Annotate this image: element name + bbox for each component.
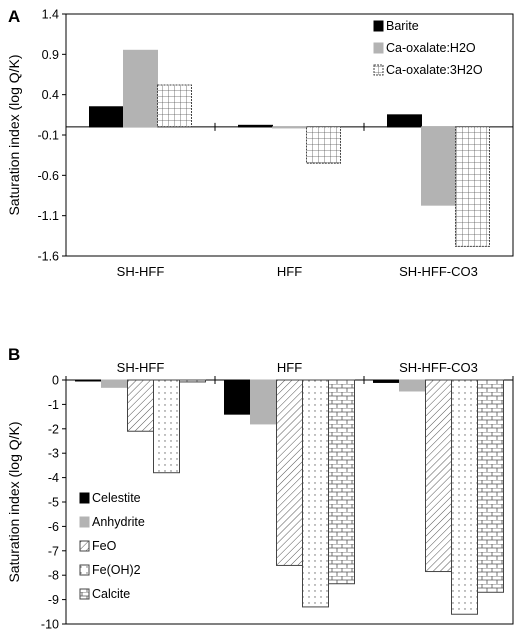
y-tick-label: -3	[48, 447, 59, 461]
bar	[328, 379, 355, 585]
legend: Barite Ca-oxalate:H2O Ca-oxalate:3H2O	[373, 19, 483, 77]
y-tick-label: 0	[52, 374, 59, 388]
legend-label: Anhydrite	[92, 515, 145, 529]
legend: Celestite Anhydrite FeO Fe(OH)2 Calcite	[79, 491, 145, 601]
bar	[306, 126, 341, 164]
legend-swatch	[79, 516, 90, 528]
bar	[179, 379, 206, 383]
y-tick-label: -5	[48, 496, 59, 510]
bar	[153, 379, 180, 474]
legend-swatch	[373, 42, 384, 54]
y-tick-label: -1.1	[37, 209, 59, 223]
legend-swatch	[79, 588, 90, 600]
category-label: HFF	[277, 264, 302, 279]
chart-panel-b: B 0 -1 -2 -3 -4 -5 -6 -7 -8 -9 -10 Saturation index …	[6, 345, 514, 632]
category-label: SH-HFF-CO3	[399, 360, 478, 375]
legend-swatch	[373, 64, 384, 76]
bar	[387, 114, 422, 128]
legend-label: Ca-oxalate:3H2O	[386, 63, 483, 77]
legend-label: Calcite	[92, 587, 130, 601]
bar	[224, 379, 251, 415]
legend-swatch	[373, 20, 384, 32]
bar	[421, 126, 456, 206]
bar	[75, 379, 102, 382]
y-tick-label: 1.4	[42, 8, 59, 22]
bar	[455, 126, 490, 247]
y-tick-label: -10	[41, 618, 59, 632]
category-label: SH-HFF	[117, 264, 165, 279]
bar	[101, 379, 128, 388]
bar	[373, 379, 400, 383]
bar	[272, 126, 307, 129]
y-tick-label: -0.6	[37, 169, 59, 183]
y-axis-label: Saturation index (log Q/K)	[6, 54, 22, 215]
y-axis-label: Saturation index (log Q/K)	[6, 421, 22, 582]
legend-label: Fe(OH)2	[92, 563, 141, 577]
y-tick-label: -6	[48, 520, 59, 534]
bar	[276, 379, 303, 566]
bar	[302, 379, 329, 608]
y-tick-label: -1	[48, 398, 59, 412]
y-tick-label: -2	[48, 422, 59, 436]
bar	[157, 84, 192, 128]
legend-swatch	[79, 492, 90, 504]
bar	[477, 379, 504, 593]
bar	[399, 379, 426, 392]
y-tick-label: -0.1	[37, 129, 59, 143]
y-tick-label: -4	[48, 471, 59, 485]
panel-label: A	[8, 7, 20, 26]
legend-swatch	[79, 540, 90, 552]
y-tick-label: 0.4	[42, 88, 59, 102]
bar	[425, 379, 452, 573]
bar	[250, 379, 277, 425]
legend-label: Ca-oxalate:H2O	[386, 41, 476, 55]
legend-label: Barite	[386, 19, 419, 33]
legend-label: Celestite	[92, 491, 141, 505]
y-tick-label: -9	[48, 593, 59, 607]
y-tick-label: -1.6	[37, 250, 59, 264]
panel-label: B	[8, 345, 20, 364]
y-tick-label: 0.9	[42, 48, 59, 62]
y-tick-label: -8	[48, 569, 59, 583]
y-tick-label: -7	[48, 544, 59, 558]
category-label: SH-HFF-CO3	[399, 264, 478, 279]
category-label: HFF	[277, 360, 302, 375]
chart-panel-a: A 1.4 0.9 0.4 -0.1 -0.6 -1.1 -1.6 Saturation ind…	[6, 7, 514, 279]
legend-label: FeO	[92, 539, 117, 553]
bar	[451, 379, 478, 615]
bar	[127, 379, 154, 432]
bar	[89, 106, 124, 128]
bar	[123, 49, 158, 128]
category-label: SH-HFF	[117, 360, 165, 375]
legend-swatch	[79, 564, 90, 576]
bar	[238, 124, 273, 128]
